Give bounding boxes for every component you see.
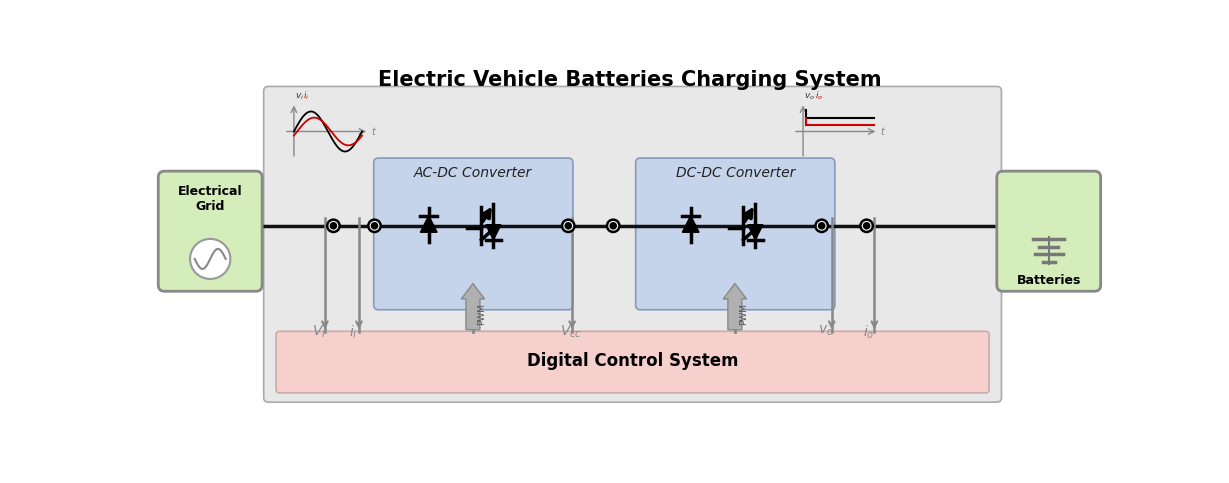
Text: $V_{cc}$: $V_{cc}$ — [559, 324, 581, 340]
Polygon shape — [420, 215, 438, 232]
FancyArrow shape — [461, 284, 484, 330]
FancyArrow shape — [723, 284, 746, 330]
FancyBboxPatch shape — [742, 225, 745, 231]
Circle shape — [331, 223, 337, 229]
FancyBboxPatch shape — [479, 225, 483, 231]
Circle shape — [864, 224, 869, 228]
FancyBboxPatch shape — [277, 331, 989, 393]
Text: $t$: $t$ — [371, 126, 377, 138]
FancyBboxPatch shape — [635, 158, 834, 310]
Text: $i_i$: $i_i$ — [304, 89, 310, 102]
Text: $i_i$: $i_i$ — [349, 324, 358, 341]
Text: $t$: $t$ — [880, 126, 886, 138]
Text: $v_o$: $v_o$ — [819, 324, 834, 338]
Text: Electric Vehicle Batteries Charging System: Electric Vehicle Batteries Charging Syst… — [377, 70, 881, 89]
Circle shape — [565, 224, 570, 228]
Text: $v_i$: $v_i$ — [295, 91, 304, 102]
Text: $v_o$: $v_o$ — [804, 91, 815, 102]
Text: Electrical
Grid: Electrical Grid — [178, 185, 242, 213]
Circle shape — [819, 223, 825, 229]
Circle shape — [820, 224, 823, 228]
Text: AC-DC Converter: AC-DC Converter — [414, 166, 532, 180]
Circle shape — [611, 224, 616, 228]
Polygon shape — [485, 225, 501, 240]
FancyBboxPatch shape — [997, 171, 1101, 291]
Polygon shape — [747, 225, 763, 240]
Circle shape — [860, 220, 873, 232]
Circle shape — [565, 223, 571, 229]
Circle shape — [864, 223, 870, 229]
Text: $i_o$: $i_o$ — [863, 324, 875, 341]
FancyBboxPatch shape — [264, 86, 1002, 402]
Circle shape — [816, 220, 828, 232]
Text: Digital Control System: Digital Control System — [527, 352, 739, 369]
Text: Batteries: Batteries — [1016, 274, 1082, 287]
Circle shape — [327, 220, 339, 232]
Polygon shape — [682, 215, 699, 232]
Circle shape — [331, 224, 336, 228]
Text: DC-DC Converter: DC-DC Converter — [676, 166, 795, 180]
Text: $i_o$: $i_o$ — [815, 89, 822, 102]
FancyBboxPatch shape — [374, 158, 573, 310]
Circle shape — [190, 239, 230, 279]
Text: PWM: PWM — [477, 303, 485, 326]
Circle shape — [372, 224, 377, 228]
Circle shape — [562, 220, 574, 232]
Circle shape — [607, 220, 619, 232]
Text: $V_i$: $V_i$ — [312, 324, 326, 340]
FancyBboxPatch shape — [159, 171, 262, 291]
Circle shape — [369, 220, 381, 232]
Circle shape — [610, 223, 616, 229]
Circle shape — [371, 223, 377, 229]
Text: PWM: PWM — [739, 303, 747, 326]
